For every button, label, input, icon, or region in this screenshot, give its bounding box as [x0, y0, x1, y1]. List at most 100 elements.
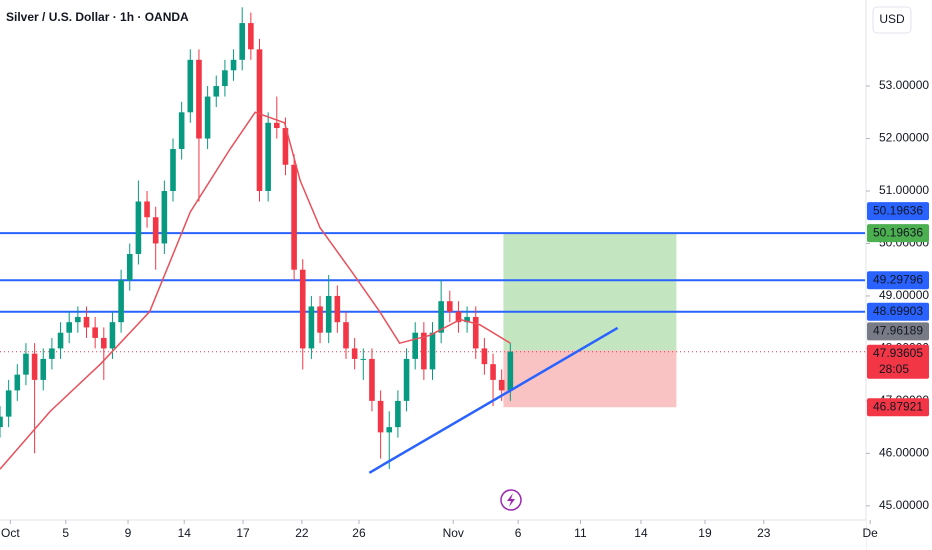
- candle-body: [66, 322, 72, 333]
- price-tag: [867, 344, 929, 379]
- candle-body: [351, 348, 358, 359]
- price-tag-label: 48.69903: [873, 304, 923, 318]
- x-tick-label: 19: [698, 526, 712, 540]
- candle-body: [395, 400, 401, 428]
- price-tag-label: 47.93605: [873, 346, 923, 360]
- candle-body: [447, 301, 453, 312]
- alert-icon[interactable]: [500, 489, 522, 511]
- candle-body: [126, 253, 133, 281]
- candle-body: [274, 122, 280, 129]
- candle-body: [40, 358, 47, 380]
- candle-body: [429, 332, 436, 370]
- candle-body: [256, 49, 263, 191]
- candle-body: [152, 217, 159, 244]
- alert-bolt[interactable]: [507, 493, 515, 507]
- plot-area: [0, 7, 865, 474]
- y-tick-label: 53.00000: [879, 78, 929, 92]
- candle-body: [23, 353, 29, 375]
- y-tick-label: 45.00000: [879, 498, 929, 512]
- candle-body: [75, 316, 81, 323]
- candle-body: [170, 149, 176, 191]
- candle-body: [204, 96, 211, 139]
- y-tick-label: 52.00000: [879, 131, 929, 145]
- price-tag-label: 46.87921: [873, 399, 923, 413]
- candle-body: [369, 358, 375, 401]
- candle-body: [421, 332, 427, 370]
- candle-body: [109, 322, 116, 349]
- y-tick-label: 46.00000: [879, 446, 929, 460]
- candle-body: [377, 400, 384, 433]
- candle-body: [490, 364, 496, 380]
- candle-body: [360, 358, 367, 360]
- x-tick-label: 17: [236, 526, 250, 540]
- candle-body: [403, 358, 410, 401]
- currency[interactable]: USD: [879, 12, 905, 26]
- x-tick-label: 14: [634, 526, 648, 540]
- candle-body: [386, 427, 393, 433]
- chart-title: Silver / U.S. Dollar · 1h · OANDA: [6, 10, 189, 24]
- candle-body: [464, 316, 470, 323]
- candle-body: [299, 269, 306, 349]
- x-tick-label: De: [863, 526, 879, 540]
- candle-body: [5, 390, 12, 417]
- y-tick-label: 51.00000: [879, 183, 929, 197]
- candle-body: [31, 353, 38, 380]
- x-tick-label: 11: [574, 526, 587, 540]
- countdown: 28:05: [879, 362, 909, 376]
- candle-body: [101, 337, 107, 349]
- price-tag-label: 47.96189: [873, 324, 923, 338]
- x-tick-label: 23: [757, 526, 771, 540]
- candle-body: [438, 301, 444, 333]
- target-zone: [503, 233, 677, 351]
- price-tag: [867, 302, 929, 321]
- candle-body: [248, 23, 254, 50]
- candle-body: [343, 322, 349, 349]
- price-tag: [867, 224, 929, 243]
- candle-body: [222, 70, 228, 87]
- currency-box[interactable]: [872, 6, 912, 34]
- candle-body: [334, 295, 341, 323]
- candle-body: [507, 351, 514, 391]
- candle-body: [412, 332, 418, 359]
- candle-body: [49, 348, 55, 359]
- x-tick-label: 26: [352, 526, 366, 540]
- x-tick-label: 5: [62, 526, 69, 540]
- time-axis: [0, 520, 866, 550]
- candle-body: [57, 332, 64, 349]
- candle-body: [178, 112, 185, 150]
- candle-body: [161, 190, 168, 244]
- x-tick-label: Nov: [443, 526, 464, 540]
- candle-body: [144, 201, 150, 218]
- candle-body: [92, 327, 98, 338]
- candle-body: [213, 86, 220, 97]
- x-tick-label: 22: [295, 526, 309, 540]
- candle-body: [481, 348, 488, 365]
- candle-body: [317, 306, 323, 333]
- price-tag: [867, 202, 929, 221]
- x-tick-label: 9: [125, 526, 132, 540]
- x-tick-label: Oct: [1, 526, 20, 540]
- price-tag: [867, 398, 929, 417]
- price-tag-label: 49.29796: [873, 272, 923, 286]
- candle-body: [239, 23, 245, 60]
- candle-body: [230, 59, 237, 71]
- candle-body: [265, 122, 271, 191]
- candle-body: [135, 201, 142, 254]
- candle-body: [187, 59, 194, 113]
- price-tag: [867, 271, 929, 290]
- candle-body: [83, 316, 90, 328]
- candle-body: [498, 379, 505, 391]
- candle-body: [0, 416, 3, 428]
- candle-body: [308, 306, 315, 349]
- candle-body: [472, 316, 479, 349]
- x-tick-label: 14: [178, 526, 192, 540]
- candle-body: [118, 280, 124, 323]
- trendline: [368, 326, 619, 474]
- candle-body: [282, 128, 289, 165]
- moving-average: [0, 111, 511, 470]
- candle-body: [14, 374, 21, 391]
- price-tag-label: 50.19636: [873, 203, 923, 217]
